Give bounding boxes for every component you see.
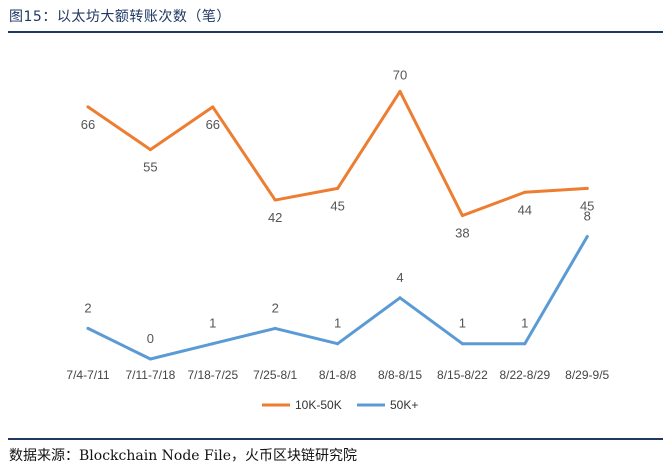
series-line xyxy=(86,235,589,361)
figure-source: 数据来源：Blockchain Node File，火币区块链研究院 xyxy=(9,448,357,464)
data-point xyxy=(585,186,589,190)
series-line xyxy=(86,89,589,218)
data-point xyxy=(398,89,402,93)
data-point xyxy=(336,186,340,190)
data-label: 4 xyxy=(396,270,403,285)
data-label: 0 xyxy=(147,331,154,346)
data-label: 66 xyxy=(206,117,220,132)
data-label: 70 xyxy=(393,67,407,82)
x-tick-label: 8/1-8/8 xyxy=(319,368,357,382)
data-label: 1 xyxy=(459,316,466,331)
data-point xyxy=(460,214,464,218)
data-point xyxy=(148,357,152,361)
x-tick-label: 8/15-8/22 xyxy=(437,368,488,382)
data-point xyxy=(86,326,90,330)
legend: 10K-50K 50K+ xyxy=(262,398,418,412)
data-point xyxy=(523,190,527,194)
data-label: 2 xyxy=(84,300,91,315)
series-10k-50k: 66 55 66 42 45 70 38 44 45 xyxy=(81,67,595,240)
data-point xyxy=(523,342,527,346)
data-label: 55 xyxy=(143,160,157,175)
x-tick-label: 7/4-7/11 xyxy=(66,368,109,382)
x-tick-label: 8/22-8/29 xyxy=(499,368,550,382)
data-label: 1 xyxy=(209,316,216,331)
title-divider xyxy=(8,31,663,33)
data-point xyxy=(460,342,464,346)
data-point xyxy=(585,235,589,239)
data-label: 45 xyxy=(330,198,344,213)
legend-label: 50K+ xyxy=(390,398,418,412)
data-label: 45 xyxy=(580,198,594,213)
figure-title: 图15：以太坊大额转账次数（笔） xyxy=(9,9,231,25)
data-point xyxy=(148,148,152,152)
x-tick-label: 7/25-8/1 xyxy=(253,368,297,382)
data-label: 8 xyxy=(584,209,591,224)
data-label: 66 xyxy=(81,117,95,132)
data-label: 1 xyxy=(521,316,528,331)
data-label: 2 xyxy=(272,300,279,315)
data-point xyxy=(398,296,402,300)
x-tick-label: 7/11-7/18 xyxy=(125,368,175,382)
data-point xyxy=(273,326,277,330)
data-label: 38 xyxy=(455,226,469,241)
data-point xyxy=(86,105,90,109)
x-tick-label: 7/18-7/25 xyxy=(187,368,238,382)
data-point xyxy=(273,198,277,202)
source-divider xyxy=(8,438,663,440)
data-point xyxy=(211,105,215,109)
data-point xyxy=(211,342,215,346)
x-tick-label: 8/29-9/5 xyxy=(565,368,609,382)
x-tick-label: 8/8-8/15 xyxy=(378,368,422,382)
data-point xyxy=(336,342,340,346)
legend-label: 10K-50K xyxy=(295,398,342,412)
x-axis-ticks: 7/4-7/11 7/11-7/18 7/18-7/25 7/25-8/1 8/1-8/… xyxy=(66,368,609,382)
series-50k-plus: 2 0 1 2 1 4 1 1 8 xyxy=(84,209,591,361)
data-label: 44 xyxy=(518,202,532,217)
data-label: 1 xyxy=(334,316,341,331)
data-label: 42 xyxy=(268,210,282,225)
